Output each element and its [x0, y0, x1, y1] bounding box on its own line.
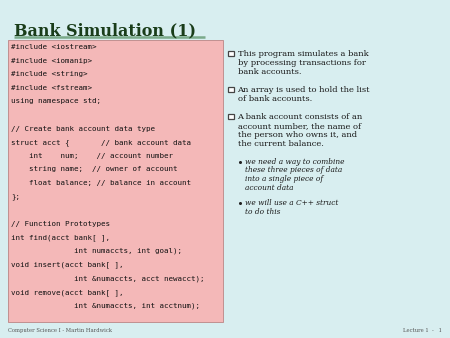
Text: #include <iomanip>: #include <iomanip>: [11, 57, 92, 64]
Text: by processing transactions for: by processing transactions for: [238, 59, 365, 67]
Text: int numaccts, int goal);: int numaccts, int goal);: [11, 248, 182, 255]
Text: we will use a C++ struct: we will use a C++ struct: [245, 199, 338, 207]
Text: account data: account data: [245, 184, 293, 192]
Text: int    num;    // account number: int num; // account number: [11, 153, 173, 159]
Text: #include <fstream>: #include <fstream>: [11, 85, 92, 91]
Text: string name;  // owner of account: string name; // owner of account: [11, 166, 177, 172]
FancyBboxPatch shape: [8, 40, 223, 322]
Text: the person who owns it, and: the person who owns it, and: [238, 131, 356, 139]
Text: };: };: [11, 194, 20, 200]
Bar: [228, 87, 234, 92]
Text: int &numaccts, int acctnum);: int &numaccts, int acctnum);: [11, 303, 200, 309]
Text: #include <iostream>: #include <iostream>: [11, 44, 96, 50]
Text: to do this: to do this: [245, 208, 280, 216]
Bar: [228, 114, 234, 119]
Text: #include <string>: #include <string>: [11, 71, 87, 77]
Text: these three pieces of data: these three pieces of data: [245, 167, 342, 174]
Text: Lecture 1  -   1: Lecture 1 - 1: [403, 328, 442, 333]
Text: bank accounts.: bank accounts.: [238, 68, 301, 76]
Text: int find(acct bank[ ],: int find(acct bank[ ],: [11, 234, 110, 241]
Text: void remove(acct bank[ ],: void remove(acct bank[ ],: [11, 289, 123, 295]
Text: This program simulates a bank: This program simulates a bank: [238, 50, 368, 58]
Text: An array is used to hold the list: An array is used to hold the list: [238, 86, 370, 94]
Text: struct acct {       // bank account data: struct acct { // bank account data: [11, 139, 191, 146]
Text: // Function Prototypes: // Function Prototypes: [11, 221, 110, 227]
Text: A bank account consists of an: A bank account consists of an: [238, 113, 363, 121]
Text: int &numaccts, acct newacct);: int &numaccts, acct newacct);: [11, 275, 204, 282]
Text: // Create bank account data type: // Create bank account data type: [11, 126, 155, 131]
Text: Computer Science I - Martin Hardwick: Computer Science I - Martin Hardwick: [8, 328, 112, 333]
Text: into a single piece of: into a single piece of: [245, 175, 323, 183]
Bar: [228, 50, 234, 56]
Text: of bank accounts.: of bank accounts.: [238, 95, 312, 103]
Text: we need a way to combine: we need a way to combine: [245, 158, 345, 166]
Text: using namespace std;: using namespace std;: [11, 98, 101, 104]
Text: Bank Simulation (1): Bank Simulation (1): [14, 22, 196, 39]
Text: float balance; // balance in account: float balance; // balance in account: [11, 180, 191, 186]
Text: the current balance.: the current balance.: [238, 140, 324, 148]
Text: void insert(acct bank[ ],: void insert(acct bank[ ],: [11, 262, 123, 268]
Text: account number, the name of: account number, the name of: [238, 122, 360, 130]
